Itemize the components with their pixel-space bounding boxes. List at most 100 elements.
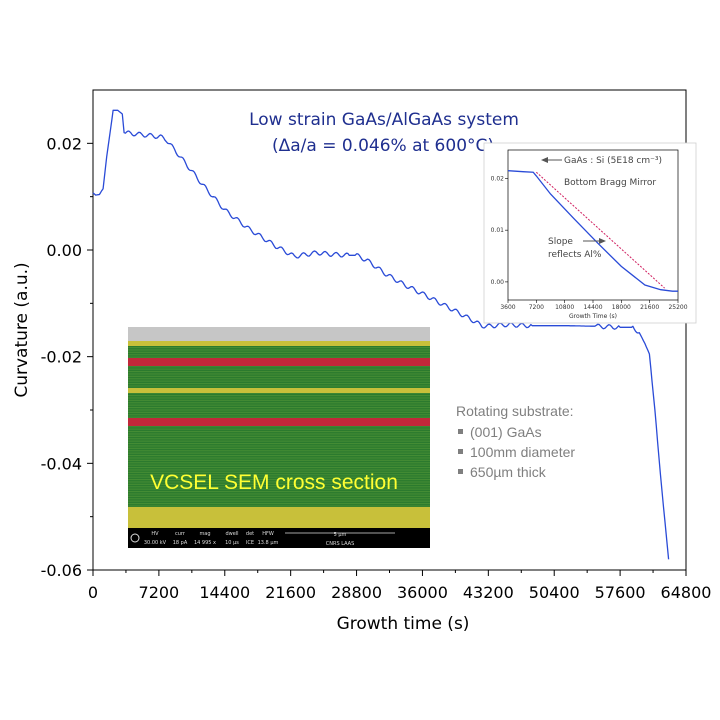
inset-y-tick-label: 0.00 [491, 279, 505, 286]
y-tick-label: 0.02 [46, 134, 82, 153]
inset-x-tick-label: 18000 [612, 304, 631, 311]
sem-mirror-layers [128, 347, 430, 507]
x-tick-label: 57600 [595, 583, 646, 602]
sem-mirror-stripe [128, 486, 430, 488]
sem-mirror-stripe [128, 385, 430, 387]
sem-mirror-stripe [128, 495, 430, 497]
sem-mirror-stripe [128, 416, 430, 418]
substrate-bullet [458, 469, 463, 474]
x-tick-label: 0 [88, 583, 98, 602]
sem-mirror-stripe [128, 397, 430, 399]
sem-caption: VCSEL SEM cross section [150, 471, 398, 494]
y-tick-label: -0.06 [41, 561, 82, 580]
sem-field-value: 14 995 x [194, 540, 216, 546]
inset-fit-line [535, 171, 665, 289]
sem-field-head: curr [175, 531, 186, 537]
sem-lab-text: CNRS LAAS [326, 541, 355, 547]
sem-mirror-stripe [128, 347, 430, 349]
sem-field-value: ICE [246, 540, 254, 546]
sem-mirror-stripe [128, 443, 430, 445]
sem-mirror-stripe [128, 464, 430, 466]
sem-mirror-stripe [128, 411, 430, 413]
inset-x-tick-label: 21600 [640, 304, 659, 311]
x-tick-label: 36000 [397, 583, 448, 602]
sem-mirror-stripe [128, 407, 430, 409]
inset-x-tick-label: 3600 [500, 304, 515, 311]
inset-y-tick-label: 0.02 [491, 175, 505, 182]
sem-databar-fields: HV 30.00 kV curr 18 pA mag 14 995 x dwell 10 µs… [144, 531, 279, 546]
sem-mirror-stripe [128, 356, 430, 358]
sem-field-value: 13.8 µm [258, 540, 279, 546]
y-tick-label: -0.02 [41, 348, 82, 367]
inset-x-tick-label: 10800 [555, 304, 574, 311]
sem-field-head: mag [199, 531, 210, 537]
substrate-item: 650µm thick [470, 464, 547, 480]
substrate-heading: Rotating substrate: [456, 403, 574, 419]
sem-mirror-stripe [128, 481, 430, 483]
substrate-item: 100mm diameter [470, 444, 575, 460]
sem-field-head: HV [151, 531, 159, 537]
sem-mirror-stripe [128, 375, 430, 377]
sem-mirror-stripe [128, 450, 430, 452]
sem-mirror-stripe [128, 503, 430, 505]
sem-mirror-stripe [128, 380, 430, 382]
sem-mirror-stripe [128, 476, 430, 478]
sem-mirror-stripe [128, 479, 430, 481]
substrate-note: Rotating substrate: (001) GaAs 100mm diam… [456, 403, 575, 480]
y-tick-label: -0.04 [41, 454, 82, 473]
sem-mirror-stripe [128, 368, 430, 370]
inset-x-axis-label: Growth Time (s) [569, 313, 617, 320]
x-tick-label: 7200 [139, 583, 180, 602]
inset-note-mirror: Bottom Bragg Mirror [564, 178, 656, 188]
sem-mirror-stripe [128, 426, 430, 428]
sem-yellow-layer-1 [128, 388, 430, 393]
sem-mirror-stripe [128, 483, 430, 485]
sem-mirror-stripe [128, 457, 430, 459]
sem-mirror-stripe [128, 435, 430, 437]
substrate-bullet [458, 429, 463, 434]
sem-red-layer-1 [128, 358, 430, 366]
inset-x-ticks: 3600 7200 10800 14400 18000 21600 25200 [500, 300, 688, 311]
x-tick-label: 64800 [661, 583, 712, 602]
inset-x-tick-label: 14400 [583, 304, 602, 311]
sem-mirror-stripe [128, 354, 430, 356]
sem-mirror-stripe [128, 433, 430, 435]
x-tick-label: 28800 [331, 583, 382, 602]
sem-field-value: 10 µs [225, 540, 239, 546]
sem-field-value: 30.00 kV [144, 540, 167, 546]
sem-mirror-stripe [128, 462, 430, 464]
inset-note-al: reflects Al% [548, 250, 602, 260]
x-tick-label: 50400 [529, 583, 580, 602]
sem-mirror-stripe [128, 505, 430, 507]
sem-mirror-stripe [128, 409, 430, 411]
sem-mirror-stripe [128, 452, 430, 454]
sem-mirror-stripe [128, 351, 430, 353]
sem-mirror-stripe [128, 455, 430, 457]
sem-mirror-stripe [128, 440, 430, 442]
inset-chart: 3600 7200 10800 14400 18000 21600 25200 0.020.… [483, 142, 697, 324]
sem-image: VCSEL SEM cross section HV 30.00 kV curr 18… [128, 327, 430, 548]
substrate-item: (001) GaAs [470, 424, 542, 440]
inset-note-doping: GaAs : Si (5E18 cm⁻³) [564, 156, 662, 166]
inset-measured-line [507, 170, 678, 292]
sem-mirror-stripe [128, 447, 430, 449]
sem-scale-text: 5 µm [334, 532, 347, 538]
sem-mirror-stripe [128, 498, 430, 500]
x-tick-label: 21600 [265, 583, 316, 602]
substrate-bullet [458, 449, 463, 454]
curvature-series-line [92, 109, 670, 560]
sem-logo-icon [130, 533, 140, 543]
sem-mirror-stripe [128, 428, 430, 430]
sem-red-layer-2 [128, 418, 430, 426]
sem-field-head: det [246, 531, 254, 537]
x-tick-label: 14400 [199, 583, 250, 602]
sem-field-head: dwell [225, 531, 238, 537]
sem-mirror-stripe [128, 491, 430, 493]
x-tick-label: 43200 [463, 583, 514, 602]
sem-mirror-stripe [128, 392, 430, 394]
inset-x-tick-label: 25200 [668, 304, 687, 311]
sem-mirror-stripe [128, 399, 430, 401]
sem-mirror-stripe [128, 373, 430, 375]
sem-mirror-stripe [128, 404, 430, 406]
